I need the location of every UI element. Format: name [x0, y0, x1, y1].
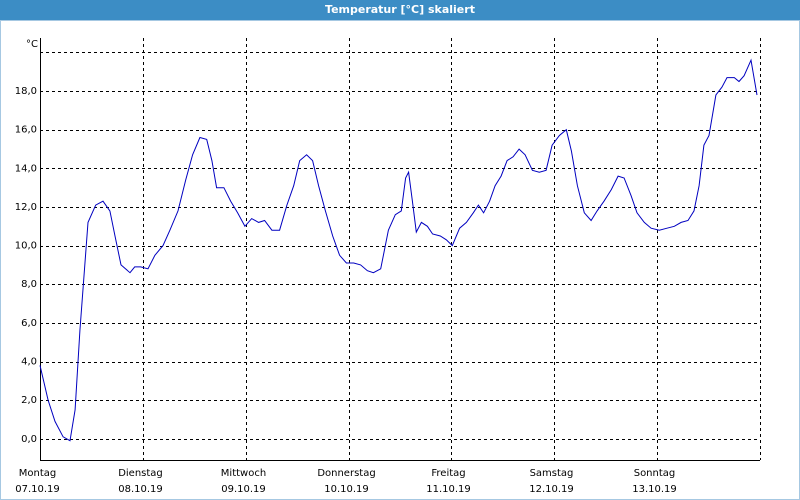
y-tick-label: 0,0 [21, 434, 37, 445]
x-tick-day: Donnerstag [317, 468, 375, 479]
temperature-line [39, 58, 758, 442]
unit-label: °C [26, 39, 38, 50]
x-tick-day: Mittwoch [221, 468, 266, 479]
y-tick-label: 14,0 [15, 163, 37, 174]
title-bar: Temperatur [°C] skaliert [0, 0, 800, 20]
y-tick-label: 8,0 [21, 279, 37, 290]
x-tick-date: 09.10.19 [221, 484, 266, 495]
x-tick-day: Montag [19, 468, 56, 479]
x-tick-day: Samstag [530, 468, 574, 479]
x-tick-date: 08.10.19 [118, 484, 163, 495]
y-tick-label: 16,0 [15, 125, 37, 136]
x-tick-day: Freitag [431, 468, 465, 479]
y-tick-label: 18,0 [15, 86, 37, 97]
y-tick-label: 12,0 [15, 202, 37, 213]
x-tick-day: Dienstag [118, 468, 163, 479]
y-tick-label: 6,0 [21, 318, 37, 329]
x-tick-date: 12.10.19 [529, 484, 574, 495]
x-tick-date: 10.10.19 [324, 484, 369, 495]
x-tick-day: Sonntag [634, 468, 676, 479]
x-tick-date: 07.10.19 [15, 484, 60, 495]
y-tick-label: 2,0 [21, 395, 37, 406]
x-tick-date: 11.10.19 [426, 484, 471, 495]
y-tick-label: 10,0 [15, 241, 37, 252]
y-tick-label: 4,0 [21, 357, 37, 368]
x-tick-date: 13.10.19 [632, 484, 677, 495]
